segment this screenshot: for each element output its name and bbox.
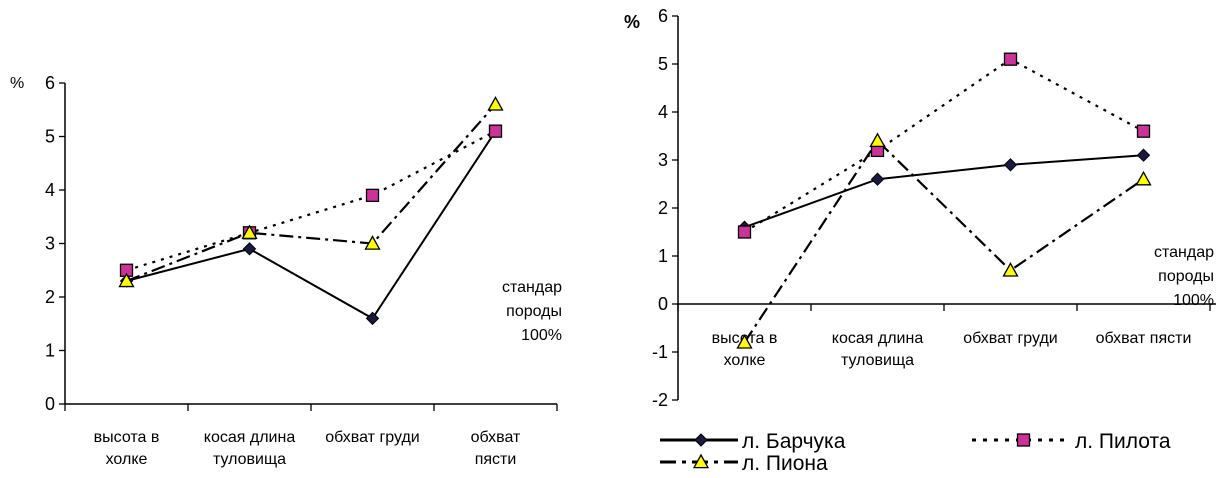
- chart-left: 0 1 2 3 4 5 6% высота в холке косая длина туловища…: [10, 73, 562, 468]
- right-point-s1-3: [1136, 124, 1151, 138]
- legend-label-pilot: л. Пилота: [1075, 430, 1171, 453]
- right-point-s0-2: [1003, 158, 1018, 172]
- right-series-line-0: [744, 154, 1144, 229]
- right-point-s2-0: [736, 334, 753, 349]
- right-y-tick-label: 3: [658, 150, 668, 170]
- right-y-tick-label: 6: [658, 6, 668, 26]
- left-point-s0-1: [242, 242, 257, 256]
- legend-label-pion: л. Пиона: [742, 452, 828, 473]
- right-point-s1-0: [737, 225, 752, 239]
- legend-marker-1: [1016, 433, 1031, 447]
- right-series-line-1: [743, 57, 1145, 233]
- left-point-s0-2: [365, 311, 380, 326]
- right-y-tick-label: 4: [658, 102, 668, 122]
- right-point-s1-2: [1003, 52, 1018, 66]
- left-point-s2-2: [364, 235, 381, 250]
- left-series-line-2: [126, 103, 497, 282]
- left-point-s2-1: [241, 224, 258, 240]
- left-y-tick-label: 4: [45, 180, 55, 200]
- left-y-tick-label: 6: [45, 73, 55, 93]
- right-x-tick-label: обхват пясти: [1096, 330, 1192, 347]
- left-point-s1-3: [488, 124, 503, 138]
- legend: л. Барчука л. Пилота л. Пиона: [660, 430, 1171, 475]
- left-point-s2-3: [487, 96, 504, 111]
- left-y-tick-label: 5: [45, 127, 55, 147]
- right-point-s2-2: [1002, 262, 1019, 277]
- legend-marker-2: [692, 453, 710, 469]
- right-y-tick-label: 5: [658, 54, 668, 74]
- right-y-tick-label: -2: [652, 390, 668, 410]
- legend-label-barchuk: л. Барчука: [742, 430, 846, 453]
- right-y-axis-label: %: [624, 12, 640, 32]
- left-series-line-0: [126, 130, 497, 320]
- left-y-tick-label: 1: [45, 341, 55, 361]
- left-y-tick-label: 2: [45, 287, 55, 307]
- right-y-tick-label: 2: [658, 198, 668, 218]
- right-point-s0-1: [870, 172, 885, 186]
- right-point-s2-1: [869, 132, 886, 148]
- right-y-tick-label: 0: [658, 294, 668, 314]
- left-x-tick-label: обхват пясти: [471, 429, 521, 468]
- left-y-axis-label: %: [10, 75, 24, 92]
- left-y-tick-label: 3: [45, 234, 55, 254]
- left-point-s1-2: [365, 188, 380, 203]
- right-y-tick-label: 1: [658, 246, 668, 266]
- right-point-s0-3: [1136, 148, 1151, 162]
- right-point-s2-3: [1135, 170, 1152, 186]
- right-x-tick-label: обхват груди: [963, 330, 1057, 347]
- legend-marker-0: [694, 433, 708, 447]
- right-x-tick-label: косая длина туловища: [832, 330, 924, 369]
- left-y-tick-label: 0: [45, 394, 55, 414]
- right-annotation: стандар породы 100%: [1154, 244, 1214, 309]
- right-y-tick-label: -1: [652, 342, 668, 362]
- left-annotation: стандар породы 100%: [502, 279, 562, 344]
- left-series-line-1: [126, 130, 497, 272]
- left-x-tick-label: обхват груди: [325, 429, 419, 446]
- left-x-tick-label: косая длина туловища: [204, 429, 296, 468]
- left-point-s2-0: [118, 272, 135, 288]
- left-x-tick-label: высота в холке: [94, 429, 160, 468]
- right-series-line-2: [743, 139, 1145, 344]
